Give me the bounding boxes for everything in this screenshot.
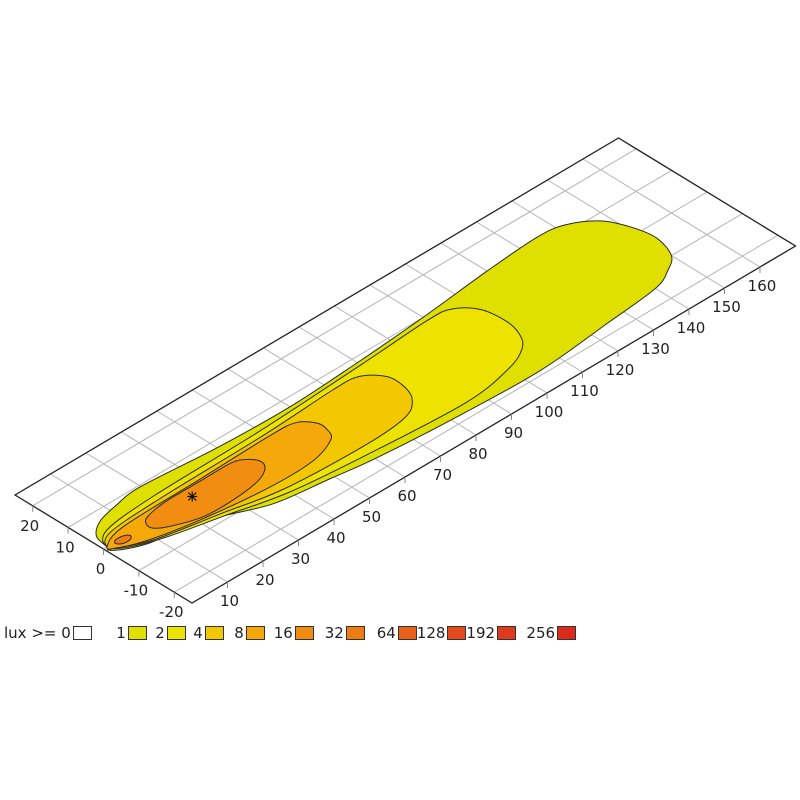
x-tick-label: 160 xyxy=(748,277,777,295)
y-tick-label: -20 xyxy=(159,603,184,621)
legend-swatch xyxy=(447,626,467,640)
legend-swatch xyxy=(166,626,186,640)
legend-label: 64 xyxy=(376,624,396,642)
axis-ticks: 102030405060708090100110120130140150160-… xyxy=(20,267,776,621)
measurement-point-marker xyxy=(187,491,198,502)
x-tick-label: 30 xyxy=(291,550,310,568)
legend-swatch xyxy=(72,626,92,640)
legend-item-256: 256 xyxy=(516,624,577,642)
legend-item-32: 32 xyxy=(314,624,365,642)
legend-label: 1 xyxy=(116,624,126,642)
legend-item-4: 4 xyxy=(186,624,224,642)
isolux-contours xyxy=(95,220,673,551)
x-tick-label: 20 xyxy=(255,571,274,589)
legend-label: 4 xyxy=(193,624,203,642)
legend-item-0: 0 xyxy=(61,624,92,642)
x-tick-label: 130 xyxy=(641,340,670,358)
legend-label: 256 xyxy=(526,624,556,642)
legend-label: 16 xyxy=(273,624,293,642)
y-tick-label: -10 xyxy=(124,582,149,600)
y-tick-label: 10 xyxy=(56,538,75,556)
x-tick-label: 150 xyxy=(712,298,741,316)
legend-label: 0 xyxy=(61,624,71,642)
x-tick-label: 70 xyxy=(433,466,452,484)
legend-item-64: 64 xyxy=(365,624,417,642)
legend-swatch xyxy=(204,626,224,640)
legend-swatch xyxy=(245,626,265,640)
x-tick-label: 120 xyxy=(606,361,635,379)
x-tick-label: 50 xyxy=(362,508,381,526)
legend-swatch xyxy=(294,626,314,640)
legend-item-192: 192 xyxy=(466,624,517,642)
x-tick-label: 90 xyxy=(504,424,523,442)
legend-label: 128 xyxy=(416,624,446,642)
x-tick-label: 140 xyxy=(677,319,706,337)
legend-swatch xyxy=(397,626,417,640)
legend-swatch xyxy=(497,626,517,640)
legend-item-1: 1 xyxy=(92,624,147,642)
legend-label: 2 xyxy=(155,624,165,642)
contour-32-lux xyxy=(114,534,132,545)
legend-label: 192 xyxy=(466,624,496,642)
plot-border xyxy=(13,137,797,604)
y-tick-label: 20 xyxy=(20,517,39,535)
legend-item-128: 128 xyxy=(417,624,467,642)
x-tick-label: 60 xyxy=(397,487,416,505)
y-tick-label: 0 xyxy=(96,560,106,578)
legend-label: 32 xyxy=(324,624,344,642)
legend: lux >= 0 1 2 4 8 16 32 64 128 192 256 xyxy=(4,624,577,642)
x-tick-label: 80 xyxy=(468,445,487,463)
legend-item-16: 16 xyxy=(265,624,314,642)
grid-line-y xyxy=(174,234,779,593)
legend-swatch xyxy=(557,626,577,640)
x-tick-label: 100 xyxy=(535,403,564,421)
legend-swatch xyxy=(127,626,147,640)
x-tick-label: 40 xyxy=(326,529,345,547)
asterisk-icon xyxy=(187,492,197,501)
legend-item-2: 2 xyxy=(147,624,186,642)
x-tick-label: 10 xyxy=(220,592,239,610)
legend-prefix: lux >= xyxy=(4,624,62,642)
x-tick-label: 110 xyxy=(570,382,599,400)
grid-line-y xyxy=(32,148,637,507)
plot-frame xyxy=(13,137,797,604)
legend-swatch xyxy=(345,626,365,640)
contour-16-lux xyxy=(144,458,266,529)
legend-item-8: 8 xyxy=(224,624,265,642)
legend-label: 8 xyxy=(234,624,244,642)
